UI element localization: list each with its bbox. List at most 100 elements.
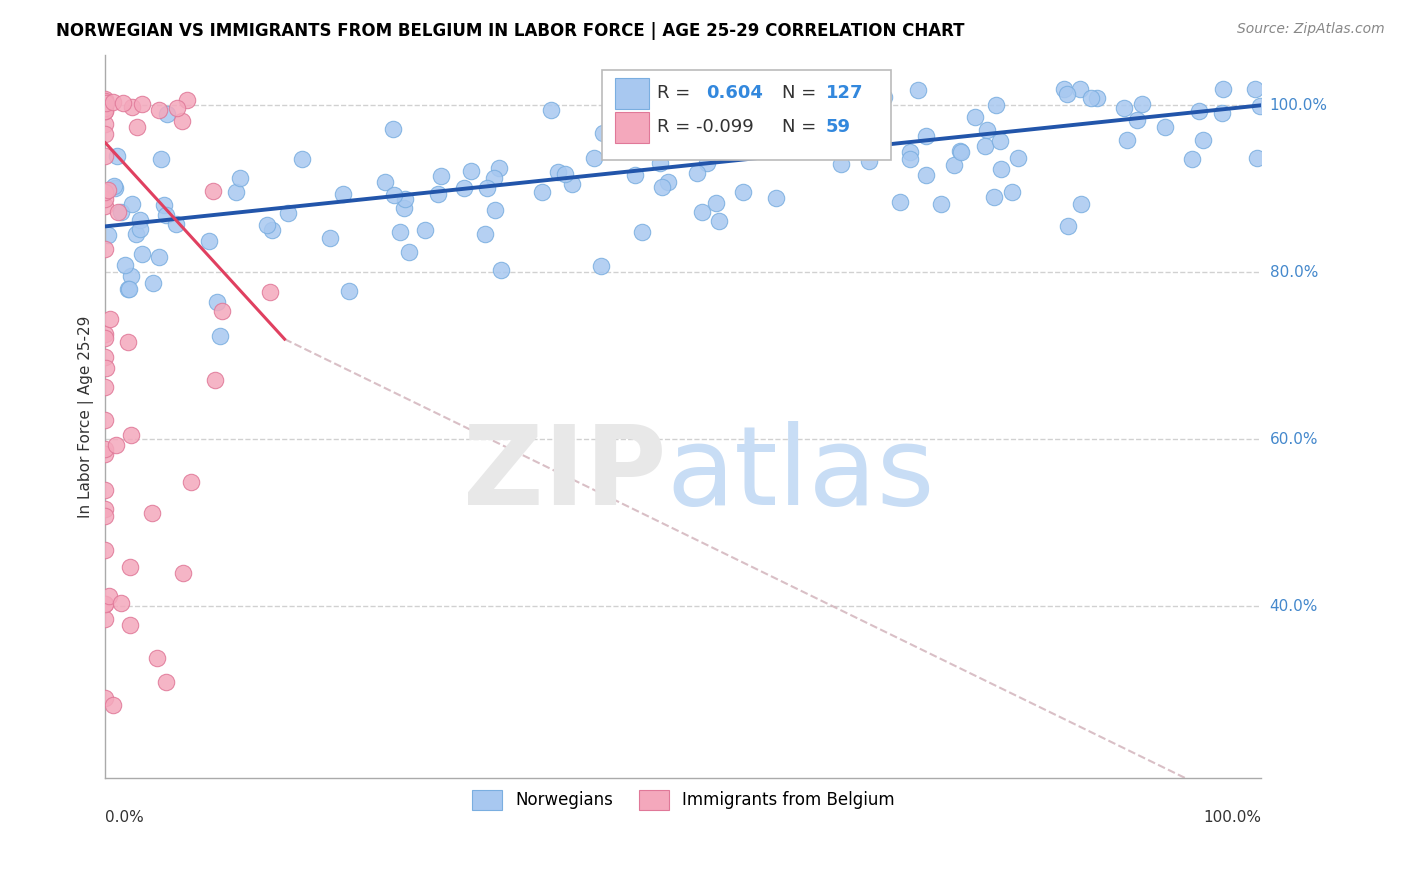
Point bbox=[277, 206, 299, 220]
Point bbox=[1125, 113, 1147, 128]
Point bbox=[205, 295, 228, 310]
Point bbox=[94, 186, 117, 200]
Point bbox=[148, 103, 170, 118]
Point bbox=[373, 175, 395, 189]
Text: 100.0%: 100.0% bbox=[1270, 98, 1327, 112]
Point bbox=[943, 158, 966, 172]
Point bbox=[648, 90, 671, 104]
Point bbox=[624, 168, 647, 182]
Text: 0.604: 0.604 bbox=[706, 85, 763, 103]
Point bbox=[141, 506, 163, 520]
Point bbox=[731, 186, 754, 200]
Point bbox=[638, 100, 661, 114]
Point bbox=[949, 144, 972, 158]
Text: Source: ZipAtlas.com: Source: ZipAtlas.com bbox=[1237, 22, 1385, 37]
Point bbox=[983, 190, 1005, 204]
Point bbox=[121, 100, 143, 114]
Point bbox=[94, 192, 117, 206]
Point bbox=[872, 90, 894, 104]
Point bbox=[426, 186, 449, 201]
Point bbox=[155, 674, 177, 689]
Point bbox=[394, 192, 416, 206]
Point bbox=[172, 566, 194, 580]
Point bbox=[97, 183, 120, 197]
Point bbox=[591, 259, 613, 273]
Point bbox=[866, 108, 889, 122]
Point bbox=[1085, 90, 1108, 104]
Point bbox=[94, 95, 117, 110]
Point bbox=[616, 87, 638, 102]
Point bbox=[176, 93, 198, 107]
Point bbox=[650, 156, 672, 170]
FancyBboxPatch shape bbox=[616, 78, 648, 109]
Text: 100.0%: 100.0% bbox=[1204, 810, 1261, 825]
Point bbox=[830, 133, 852, 147]
Point bbox=[582, 151, 605, 165]
Point bbox=[105, 149, 128, 163]
Text: NORWEGIAN VS IMMIGRANTS FROM BELGIUM IN LABOR FORCE | AGE 25-29 CORRELATION CHAR: NORWEGIAN VS IMMIGRANTS FROM BELGIUM IN … bbox=[56, 22, 965, 40]
Point bbox=[907, 83, 929, 97]
Point bbox=[129, 212, 152, 227]
Point bbox=[146, 651, 169, 665]
Point bbox=[686, 166, 709, 180]
Point bbox=[915, 169, 938, 183]
Text: R =: R = bbox=[657, 85, 690, 103]
Point bbox=[110, 204, 132, 219]
Point bbox=[337, 285, 360, 299]
Point bbox=[291, 152, 314, 166]
Point bbox=[889, 194, 911, 209]
Point bbox=[120, 427, 142, 442]
Point bbox=[475, 180, 498, 194]
Point bbox=[1130, 96, 1153, 111]
Text: 59: 59 bbox=[825, 119, 851, 136]
Point bbox=[651, 180, 673, 194]
Point bbox=[104, 438, 127, 452]
Point bbox=[98, 589, 121, 603]
Point bbox=[547, 164, 569, 178]
Text: 0.0%: 0.0% bbox=[105, 810, 145, 825]
Point bbox=[131, 97, 153, 112]
Point bbox=[540, 103, 562, 118]
Point bbox=[949, 145, 972, 160]
Point bbox=[229, 171, 252, 186]
Point bbox=[180, 475, 202, 489]
Point bbox=[94, 691, 117, 706]
Point bbox=[166, 101, 188, 115]
Point bbox=[104, 180, 127, 194]
Point bbox=[1191, 133, 1213, 147]
Point bbox=[382, 187, 405, 202]
Point bbox=[256, 218, 278, 232]
Point bbox=[1154, 120, 1177, 134]
Point bbox=[592, 126, 614, 140]
Point bbox=[94, 128, 117, 142]
Point bbox=[460, 163, 482, 178]
Point bbox=[1211, 106, 1233, 120]
Point bbox=[332, 186, 354, 201]
Point bbox=[101, 698, 124, 712]
Point bbox=[898, 152, 921, 166]
Point bbox=[929, 197, 952, 211]
Point bbox=[817, 139, 839, 153]
Point bbox=[101, 95, 124, 109]
Point bbox=[1243, 81, 1265, 95]
Point bbox=[392, 201, 415, 215]
Point bbox=[110, 596, 132, 610]
Point bbox=[898, 145, 921, 159]
Point bbox=[97, 228, 120, 243]
Point bbox=[1212, 81, 1234, 95]
Point bbox=[94, 508, 117, 523]
Point bbox=[1181, 153, 1204, 167]
Point bbox=[94, 103, 117, 118]
Point bbox=[125, 227, 148, 241]
Point bbox=[965, 110, 987, 124]
Point bbox=[849, 81, 872, 95]
Point bbox=[121, 197, 143, 211]
Point bbox=[94, 103, 117, 118]
Text: atlas: atlas bbox=[666, 421, 935, 528]
FancyBboxPatch shape bbox=[616, 112, 648, 143]
Point bbox=[484, 171, 506, 186]
Point bbox=[1080, 90, 1102, 104]
Point bbox=[731, 90, 754, 104]
Point bbox=[259, 285, 281, 300]
Point bbox=[120, 268, 142, 283]
